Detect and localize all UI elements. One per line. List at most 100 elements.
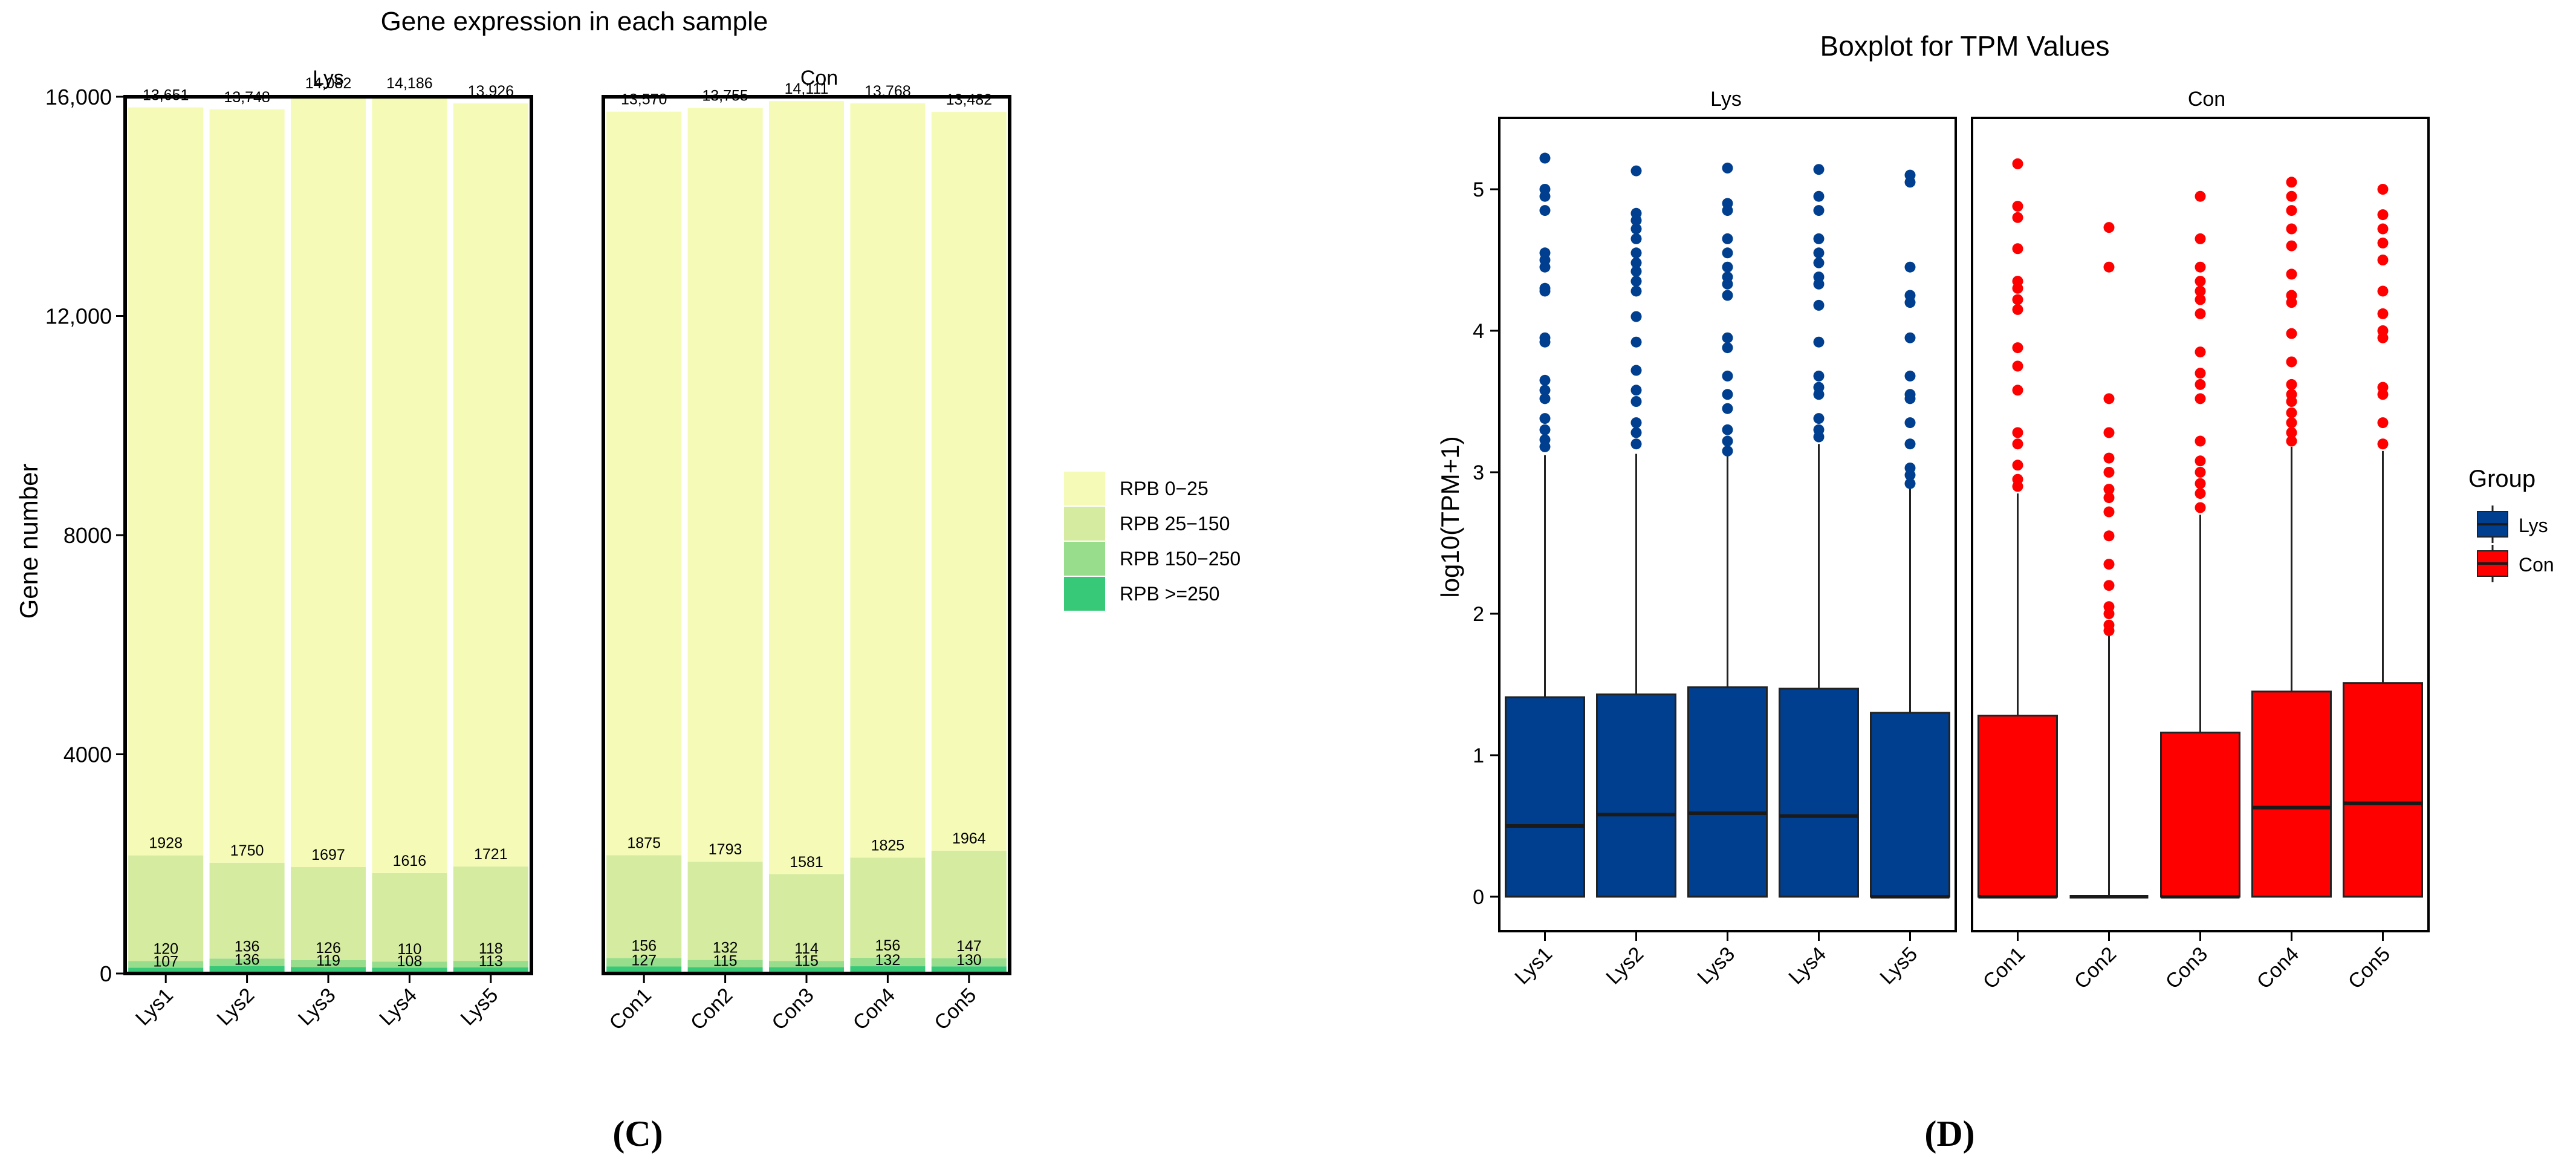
bar-lys2-series-2: [209, 958, 285, 966]
outlier-con3-14: [2195, 261, 2206, 273]
outlier-lys3-13: [1722, 233, 1733, 244]
outlier-lys5-6: [1904, 389, 1916, 400]
bar-con5-series-2: [931, 958, 1007, 967]
value-label-lys1-rpb150-250: 120: [153, 940, 178, 957]
box-lys1: [1505, 696, 1585, 898]
outlier-con4-10: [2286, 290, 2297, 301]
value-label-con1-rpb0-25: 13,570: [621, 91, 667, 108]
outlier-lys4-2: [1813, 413, 1825, 424]
outlier-lys5-7: [1904, 370, 1916, 382]
value-label-lys5-rpb250: 113: [479, 953, 503, 970]
outlier-con2-10: [2103, 467, 2115, 478]
y-tick-label-d-4: 4: [1473, 320, 1484, 343]
outlier-con3-1: [2195, 488, 2206, 499]
outlier-lys2-1: [1630, 427, 1642, 438]
outlier-lys3-0: [1722, 445, 1733, 457]
outlier-con3-13: [2195, 276, 2206, 287]
y-tick-label-d-3: 3: [1473, 461, 1484, 484]
bar-lys5-series-1: [453, 866, 528, 961]
value-label-lys5-rpb150-250: 118: [479, 940, 503, 957]
outlier-lys2-11: [1630, 257, 1642, 268]
value-label-con1-rpb25-150: 1875: [627, 834, 661, 851]
outlier-lys4-13: [1813, 205, 1825, 216]
facet-frame-lys-d: [1498, 117, 1957, 932]
outlier-con5-5: [2377, 325, 2389, 336]
value-label-lys4-rpb250: 108: [397, 953, 423, 970]
outlier-lys2-13: [1630, 233, 1642, 244]
value-label-lys2-rpb150-250: 136: [235, 938, 260, 955]
bar-con2-series-3: [687, 967, 763, 973]
bar-lys1-series-3: [128, 967, 204, 973]
outlier-con4-7: [2286, 356, 2297, 368]
outlier-lys5-4: [1904, 417, 1916, 429]
outlier-lys4-9: [1813, 271, 1825, 283]
outlier-lys4-15: [1813, 164, 1825, 175]
bar-con3-series-1: [769, 874, 844, 961]
value-label-lys3-rpb150-250: 126: [316, 940, 341, 957]
outlier-con1-1: [2012, 473, 2023, 485]
value-label-lys2-rpb25-150: 1750: [230, 842, 264, 859]
outlier-lys5-10: [1904, 290, 1916, 301]
value-label-con2-rpb250: 115: [713, 953, 738, 970]
facet-strip-con-d: Con: [2188, 88, 2225, 111]
outlier-con1-5: [2012, 385, 2023, 396]
bar-con5-series-3: [931, 966, 1007, 973]
outlier-con3-3: [2195, 467, 2206, 478]
bar-lys3-series-2: [291, 960, 366, 967]
bar-con2-series-0: [687, 108, 763, 862]
legend-title: Group: [2468, 466, 2535, 492]
outlier-con1-7: [2012, 342, 2023, 354]
outlier-con5-11: [2377, 209, 2389, 221]
y-tick-label-d-2: 2: [1473, 603, 1484, 626]
outlier-con3-11: [2195, 294, 2206, 305]
box-con4: [2251, 691, 2332, 898]
outlier-lys1-16: [1539, 184, 1551, 195]
outlier-lys5-13: [1904, 169, 1916, 181]
outlier-con1-15: [2012, 158, 2023, 169]
bar-lys5-series-3: [453, 967, 528, 973]
outlier-lys2-14: [1630, 223, 1642, 235]
facet-frame-con-d: [1971, 117, 2430, 932]
legend-swatch-1: [1064, 507, 1105, 541]
bar-lys5-series-0: [453, 103, 528, 867]
bar-con1-series-3: [606, 966, 682, 973]
outlier-con1-13: [2012, 212, 2023, 223]
outlier-con5-3: [2377, 382, 2389, 393]
bar-lys2-series-3: [209, 966, 285, 973]
value-label-lys3-rpb25-150: 1697: [311, 847, 345, 863]
outlier-con2-12: [2103, 427, 2115, 438]
bar-lys4-series-0: [372, 96, 447, 873]
outlier-con3-7: [2195, 379, 2206, 390]
legend-label-d-0: Lys: [2519, 515, 2548, 536]
outlier-con3-4: [2195, 455, 2206, 467]
outlier-con2-6: [2103, 530, 2115, 542]
outlier-lys2-2: [1630, 417, 1642, 429]
value-label-lys4-rpb25-150: 1616: [393, 853, 427, 869]
bar-con4-series-1: [850, 857, 926, 958]
outlier-lys3-16: [1722, 162, 1733, 174]
outlier-lys3-8: [1722, 290, 1733, 301]
outlier-con1-6: [2012, 360, 2023, 372]
outlier-con4-11: [2286, 268, 2297, 280]
outlier-con3-6: [2195, 393, 2206, 405]
outlier-lys4-10: [1813, 257, 1825, 268]
outlier-lys5-8: [1904, 332, 1916, 343]
value-label-lys5-rpb25-150: 1721: [474, 846, 508, 863]
legend-swatch-2: [1064, 542, 1105, 576]
panel-d-boxplot: Boxplot for TPM Values log10(TPM+1) Lys …: [1436, 30, 2554, 1154]
legend-label-3: RPB >=250: [1120, 583, 1219, 605]
chart-c-ylabel: Gene number: [15, 464, 43, 619]
legend-label-d-1: Con: [2519, 554, 2554, 576]
outlier-con2-1: [2103, 619, 2115, 631]
outlier-lys1-17: [1539, 152, 1551, 164]
outlier-lys4-4: [1813, 382, 1825, 393]
outlier-lys1-5: [1539, 385, 1551, 396]
outlier-con2-14: [2103, 261, 2115, 273]
y-tick-label-d-1: 1: [1473, 744, 1484, 767]
bar-con4-series-0: [850, 103, 926, 858]
outlier-lys4-7: [1813, 299, 1825, 311]
facet-frame-lys: [123, 95, 533, 975]
box-lys3: [1687, 686, 1768, 898]
outlier-con2-8: [2103, 492, 2115, 504]
bar-con4-series-2: [850, 957, 926, 967]
